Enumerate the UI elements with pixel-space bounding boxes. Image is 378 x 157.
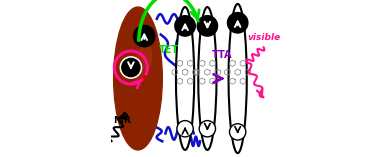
Ellipse shape: [198, 7, 217, 150]
Circle shape: [199, 121, 215, 137]
Text: TTA: TTA: [212, 50, 233, 60]
Ellipse shape: [114, 7, 162, 150]
Text: TET: TET: [159, 45, 180, 55]
Circle shape: [175, 16, 195, 36]
Ellipse shape: [229, 4, 247, 153]
Ellipse shape: [176, 7, 194, 150]
Text: NIR: NIR: [113, 116, 131, 125]
Text: visible: visible: [248, 33, 281, 42]
Circle shape: [133, 25, 155, 47]
Circle shape: [177, 121, 193, 137]
Ellipse shape: [134, 46, 152, 80]
Circle shape: [229, 124, 246, 140]
Circle shape: [120, 57, 142, 78]
Circle shape: [228, 13, 248, 33]
Circle shape: [197, 16, 218, 36]
Circle shape: [122, 58, 140, 77]
